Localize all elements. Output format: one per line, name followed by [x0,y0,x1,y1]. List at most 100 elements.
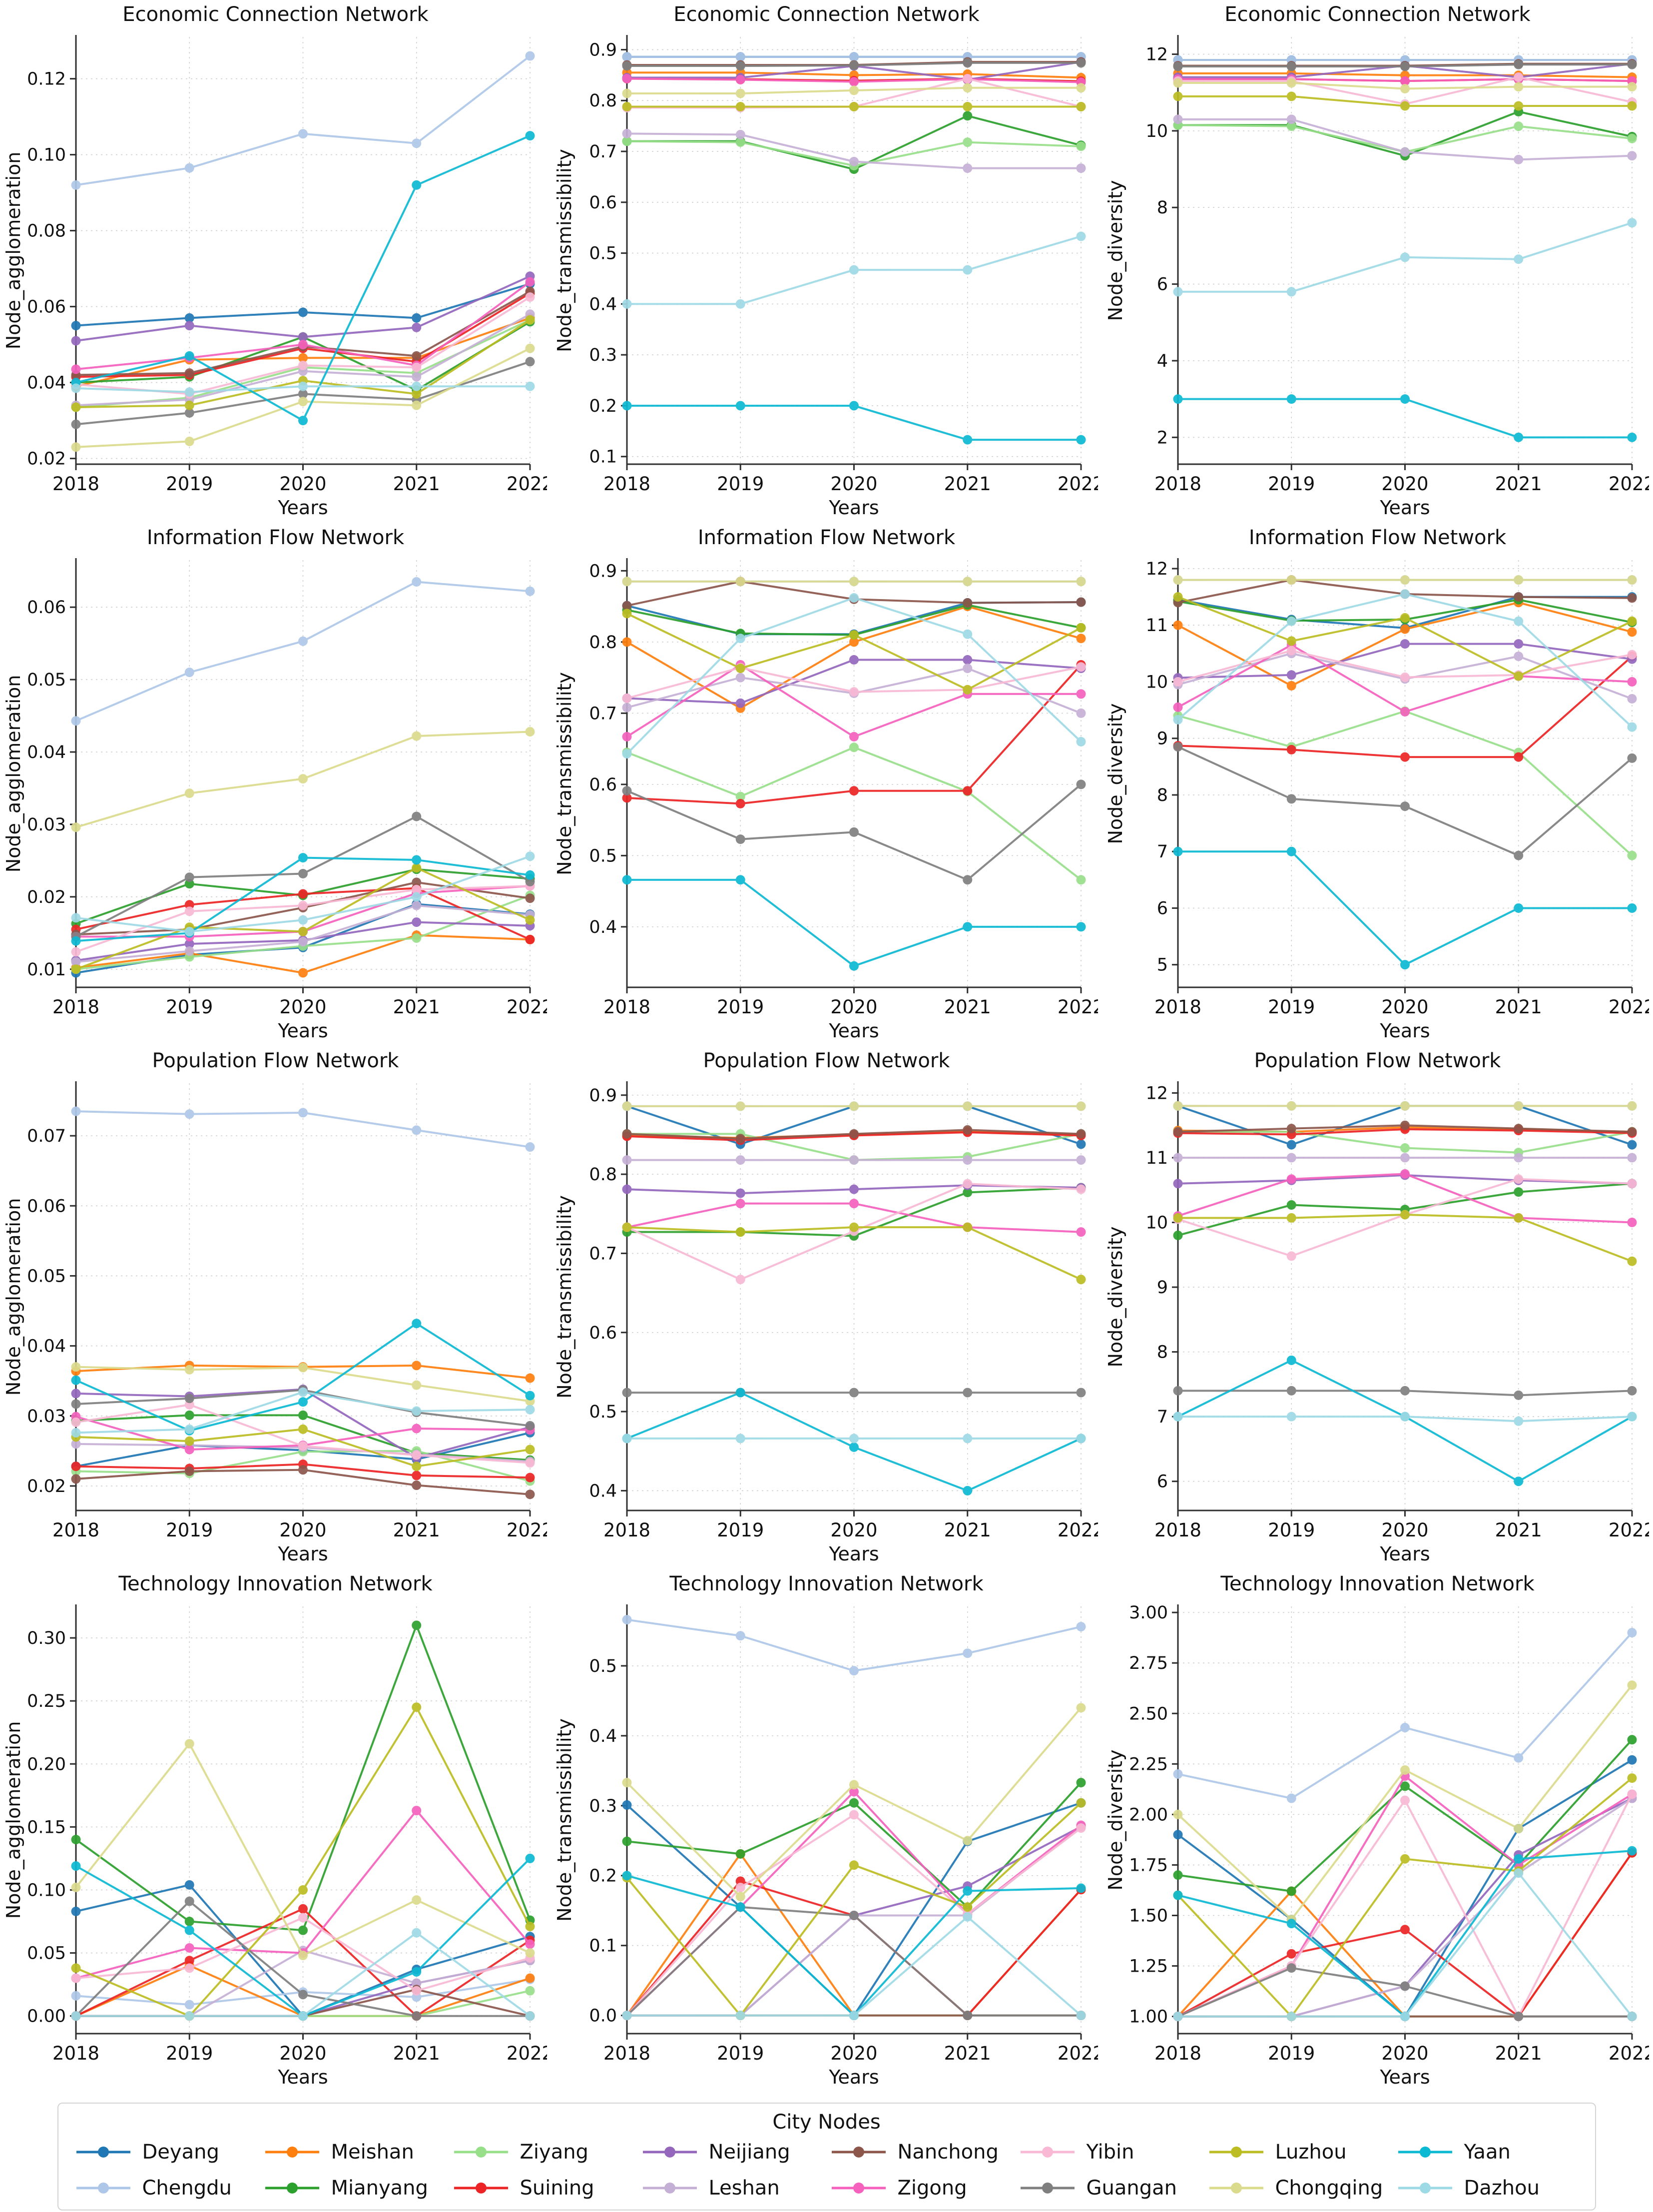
data-point [525,277,535,287]
x-tick-label: 2020 [279,2043,326,2064]
data-point [298,1990,308,2000]
y-tick-label: 0.05 [27,670,66,690]
data-point [525,915,535,925]
y-axis-label: Node_diversity [1104,1226,1126,1367]
legend-item-zigong[interactable]: Zigong [829,2177,1014,2200]
data-point [1076,1622,1086,1632]
data-point [412,731,422,741]
data-point [71,1375,81,1385]
x-tick-label: 2019 [166,473,213,495]
data-point [963,577,973,587]
data-point [412,1380,422,1390]
data-point [1514,1753,1524,1763]
data-point [1627,1773,1637,1783]
legend-item-nanchong[interactable]: Nanchong [829,2141,1014,2164]
legend-item-suining[interactable]: Suining [451,2177,636,2200]
data-point [622,601,632,611]
data-point [1076,1101,1086,1111]
data-point [525,131,535,141]
data-point [1400,960,1410,970]
data-point [71,1474,81,1484]
data-point [849,156,859,166]
data-point [1286,1412,1296,1422]
data-point [412,1125,422,1135]
legend-item-meishan[interactable]: Meishan [262,2141,447,2164]
y-tick-label: 0.2 [589,1866,617,1886]
legend-item-luzhou[interactable]: Luzhou [1206,2141,1391,2164]
data-point [71,180,81,190]
data-point [1286,114,1296,124]
y-tick-label: 0.08 [27,221,66,241]
data-point [1286,646,1296,656]
data-point [622,1434,632,1444]
data-point [622,786,632,796]
y-tick-label: 0.5 [589,1402,617,1422]
legend-item-chongqing[interactable]: Chongqing [1206,2177,1391,2200]
series-line [626,601,1082,636]
data-point [1627,1412,1637,1422]
chart-plot: 0.01 0.02 0.03 0.04 0.05 0.06 2018 2019 2020 2021… [2,558,547,1042]
y-tick-label: 0.4 [589,1481,617,1501]
series-yaan [622,875,1086,971]
data-point [963,922,973,932]
legend-item-dazhou[interactable]: Dazhou [1395,2177,1580,2200]
x-tick-label: 2020 [830,2043,877,2064]
y-tick-label: 0.03 [27,1407,66,1427]
data-point [184,668,194,678]
data-point [963,2011,973,2021]
data-point [1514,592,1524,602]
y-tick-label: 9 [1157,1278,1168,1298]
data-point [963,786,973,796]
data-point [963,664,973,674]
legend-item-yibin[interactable]: Yibin [1018,2141,1202,2164]
data-point [525,851,535,861]
data-point [1514,121,1524,131]
data-point [849,1860,859,1870]
chart-cell-economic-connection-network-node-transmissibility: Economic Connection Network 0.1 0.2 0.3 0.4 0… [551,3,1102,526]
data-point [1286,1919,1296,1929]
legend-item-ziyang[interactable]: Ziyang [451,2141,636,2164]
data-point [184,879,194,889]
x-tick-label: 2022 [1609,1519,1649,1541]
data-point [849,1199,859,1209]
data-point [735,634,745,644]
data-point [963,137,973,147]
data-point [298,389,308,399]
legend-marker-chengdu-icon [76,2183,130,2194]
legend-item-yaan[interactable]: Yaan [1395,2141,1580,2164]
legend-item-neijiang[interactable]: Neijiang [640,2141,825,2164]
data-point [184,436,194,446]
series-line [75,1624,531,1932]
data-point [735,52,745,62]
series-line [626,1802,1082,2017]
series-luzhou [622,101,1086,111]
data-point [184,1896,194,1906]
data-point [1076,101,1086,111]
data-point [735,2011,745,2021]
data-point [1400,1854,1410,1864]
data-point [622,73,632,83]
data-point [622,1222,632,1232]
data-point [1400,1723,1410,1733]
chart-cell-population-flow-network-node-diversity: Population Flow Network 6 7 8 9 10 11 12 2018 201… [1102,1049,1653,1572]
data-point [735,75,745,84]
data-point [412,1986,422,1996]
data-point [1400,1981,1410,1991]
data-point [184,939,194,949]
legend-item-deyang[interactable]: Deyang [73,2141,258,2164]
data-point [525,292,535,302]
legend-item-guangan[interactable]: Guangan [1018,2177,1202,2200]
data-point [298,416,308,426]
legend-item-mianyang[interactable]: Mianyang [262,2177,447,2200]
legend-item-leshan[interactable]: Leshan [640,2177,825,2200]
legend-label: Ziyang [520,2141,588,2164]
data-point [963,1155,973,1165]
legend-item-chengdu[interactable]: Chengdu [73,2177,258,2200]
y-tick-label: 1.00 [1129,2007,1168,2027]
series-dazhou [71,381,535,397]
y-tick-label: 0.05 [27,1944,66,1964]
data-point [1627,1153,1637,1163]
data-point [1076,163,1086,173]
data-point [412,138,422,148]
data-point [412,863,422,873]
